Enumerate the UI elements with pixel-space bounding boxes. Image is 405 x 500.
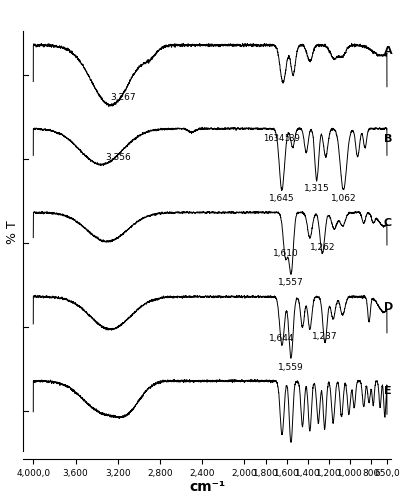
Text: B: B: [383, 134, 391, 143]
Text: 1,610: 1,610: [272, 248, 298, 258]
Text: 539: 539: [284, 134, 300, 142]
Text: 1,237: 1,237: [311, 332, 337, 341]
Y-axis label: % T: % T: [6, 220, 19, 244]
Text: C: C: [383, 218, 391, 228]
Text: 1,645: 1,645: [269, 194, 294, 203]
Text: E: E: [383, 386, 390, 396]
Text: A: A: [383, 46, 392, 56]
Text: 1,062: 1,062: [330, 194, 356, 202]
Text: 1,644: 1,644: [269, 334, 294, 342]
Text: 1,315: 1,315: [303, 184, 329, 194]
Text: 1,557: 1,557: [278, 278, 303, 287]
Text: 3,267: 3,267: [110, 92, 136, 102]
Text: 1,262: 1,262: [309, 243, 334, 252]
Text: 1634: 1634: [263, 134, 284, 142]
Text: D: D: [383, 302, 392, 312]
X-axis label: cm⁻¹: cm⁻¹: [188, 480, 224, 494]
Text: 1,559: 1,559: [277, 362, 303, 372]
Text: 3,356: 3,356: [104, 153, 130, 162]
